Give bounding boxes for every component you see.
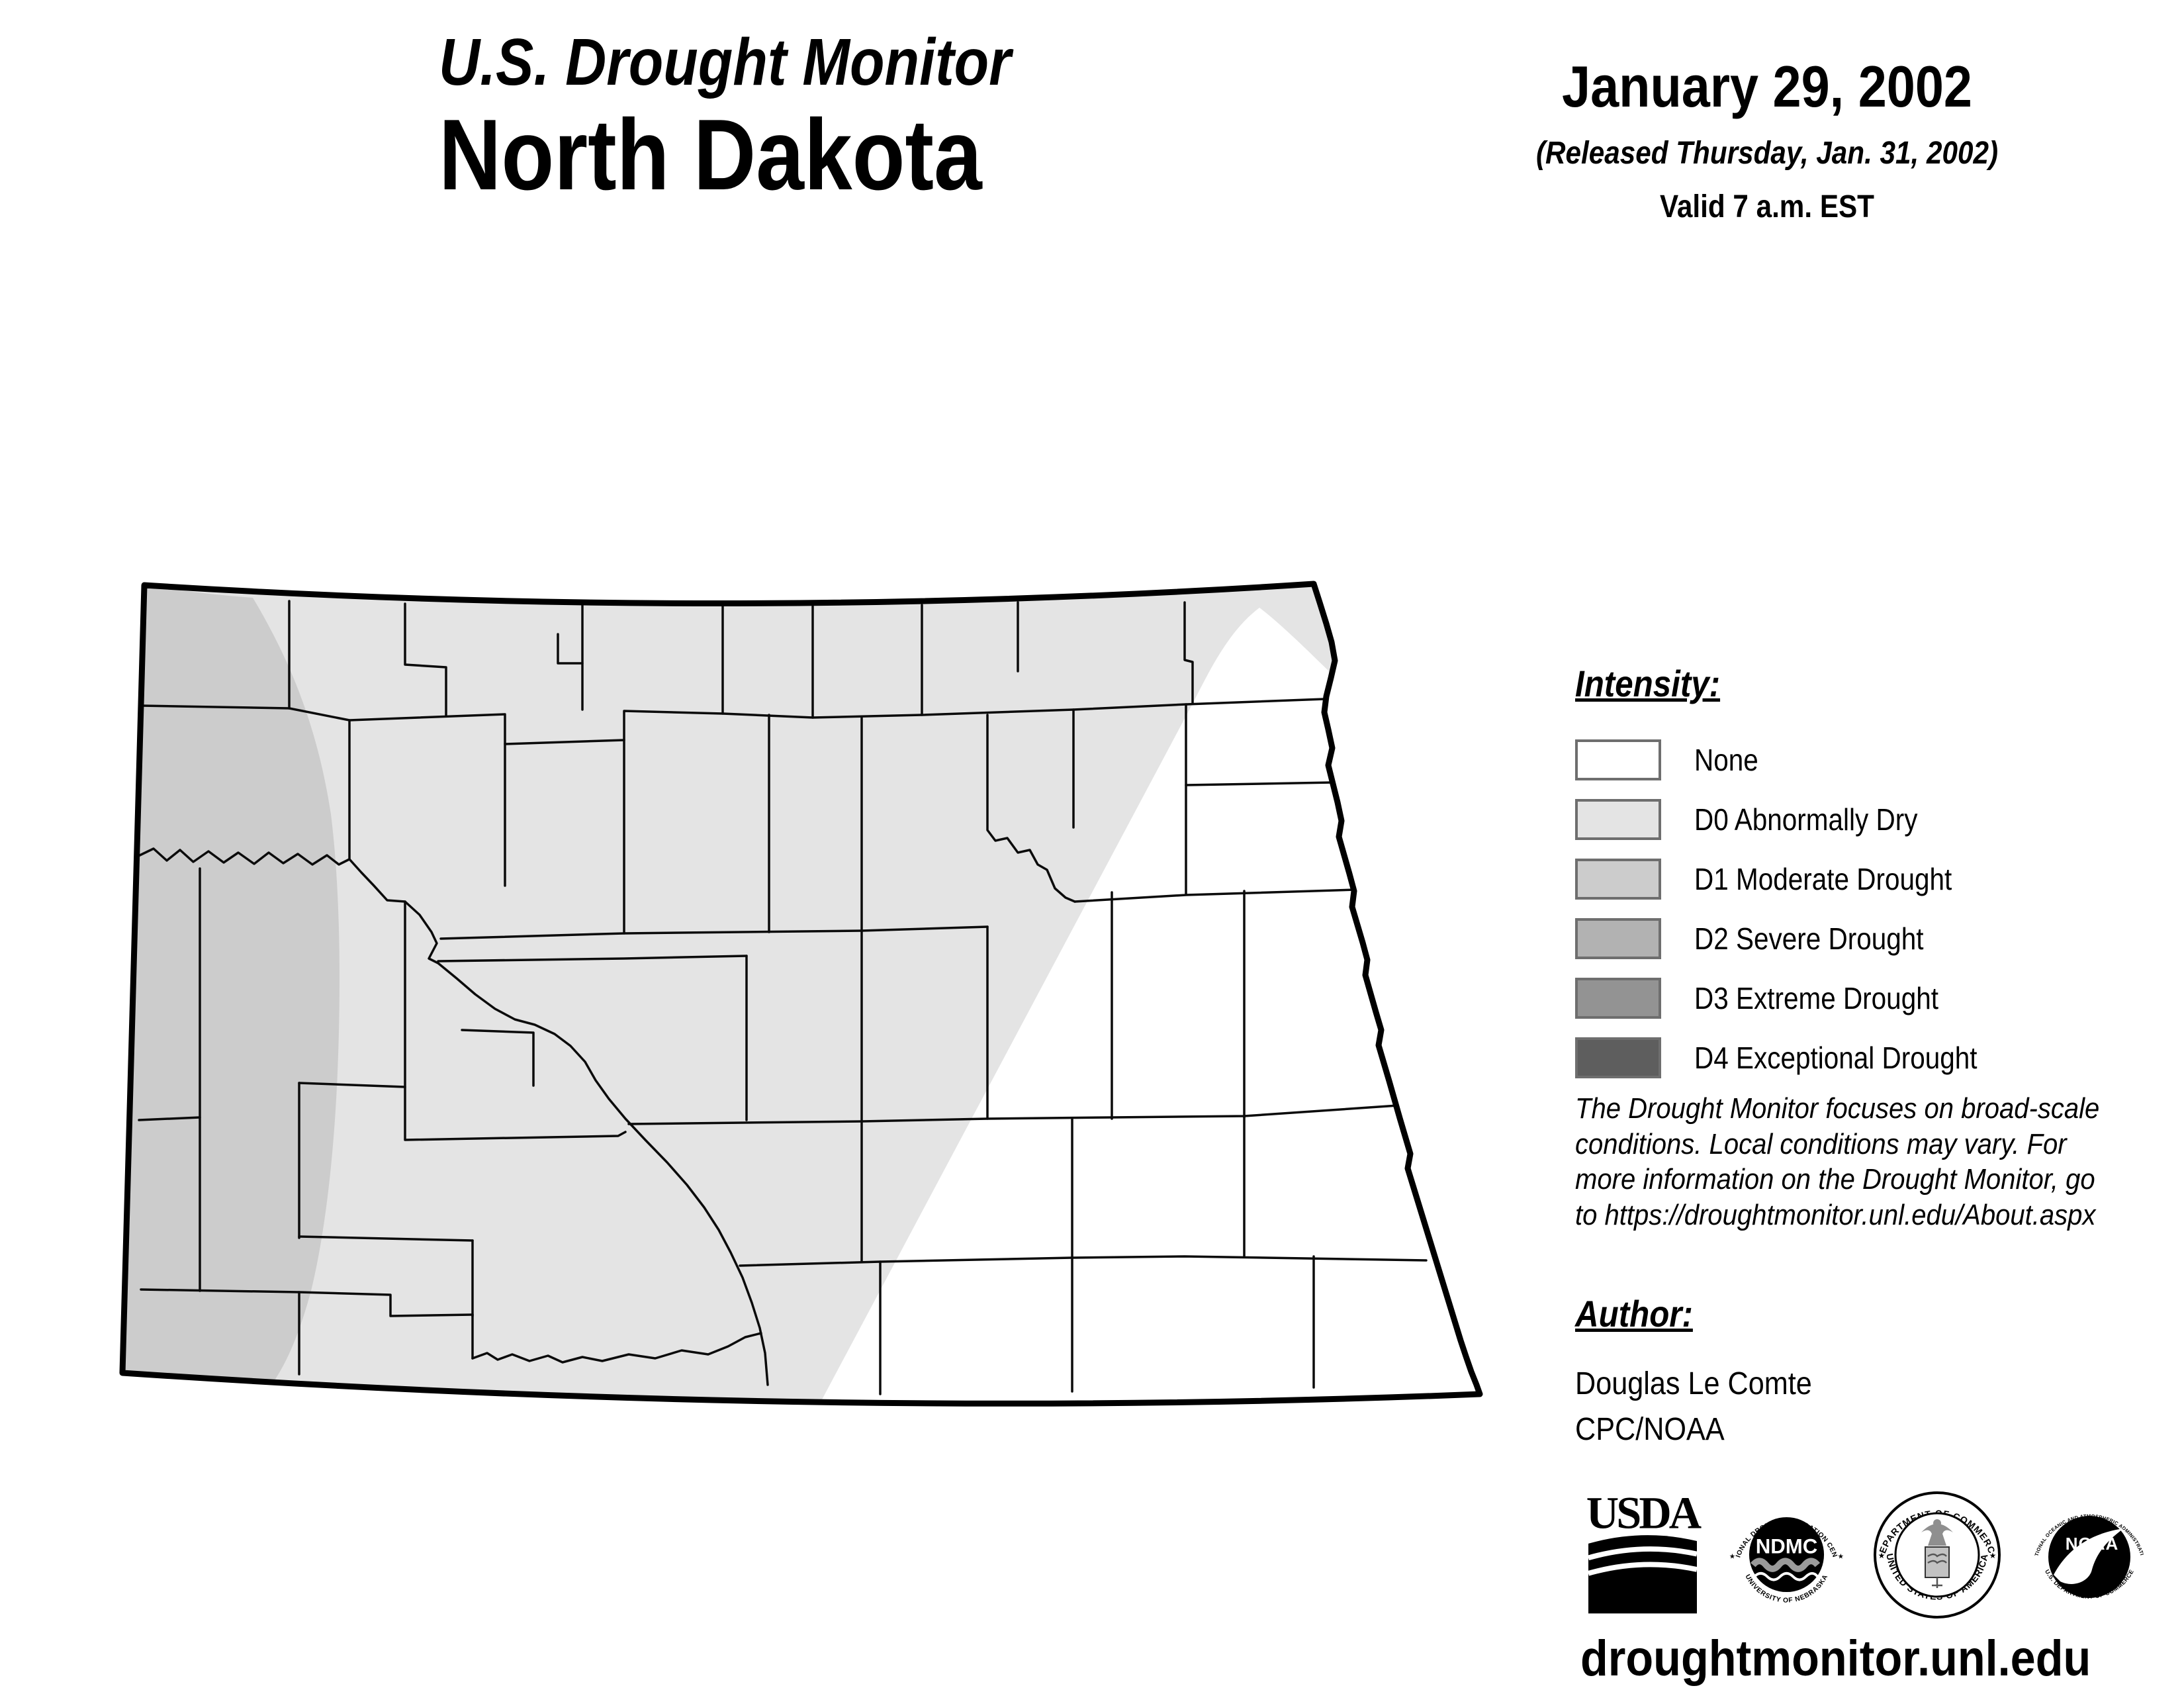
disclaimer-text: The Drought Monitor focuses on broad-sca… [1575, 1092, 2100, 1232]
author-heading: Author: [1575, 1293, 1693, 1335]
legend-swatch-d3 [1575, 978, 1661, 1019]
north-dakota-drought-map [119, 581, 1483, 1407]
release-date: (Released Thursday, Jan. 31, 2002) [1535, 136, 1999, 171]
legend-swatch-none [1575, 739, 1661, 780]
map-date: January 29, 2002 [1562, 54, 1972, 119]
valid-time: Valid 7 a.m. EST [1660, 189, 1874, 224]
legend-label: D4 Exceptional Drought [1694, 1041, 1978, 1075]
state-border [119, 581, 1483, 1407]
noaa-logo: NATIONAL OCEANIC AND ATMOSPHERIC ADMINIS… [2023, 1489, 2145, 1600]
ndmc-logo: NATIONAL DROUGHT MITIGATION CENTER UNIVE… [1722, 1490, 1844, 1605]
commerce-seal: DEPARTMENT OF COMMERCE UNITED STATES OF … [1871, 1489, 2001, 1618]
title-block: U.S. Drought Monitor North Dakota [439, 25, 1011, 211]
legend-swatch-d4 [1575, 1037, 1661, 1078]
footer-url: droughtmonitor.unl.edu [1580, 1630, 2091, 1687]
legend-label: D1 Moderate Drought [1694, 862, 1952, 896]
ndmc-text: NDMC [1756, 1535, 1818, 1558]
missouri-river-boundary [134, 847, 769, 1386]
legend-item-none: None [1575, 739, 2016, 780]
legend-item-d3: D3 Extreme Drought [1575, 978, 2016, 1019]
legend-label: D0 Abnormally Dry [1694, 802, 1918, 837]
legend-swatch-d2 [1575, 918, 1661, 959]
legend-label: D3 Extreme Drought [1694, 981, 1938, 1015]
county-boundaries [134, 600, 1428, 1395]
usda-logo: USDA [1586, 1487, 1702, 1614]
state-name: North Dakota [439, 99, 982, 211]
noaa-text: NOAA [2066, 1534, 2119, 1554]
cedar-river-boundary [471, 1332, 762, 1364]
region-none [821, 608, 1480, 1404]
svg-text:★: ★ [1729, 1552, 1736, 1560]
region-d1-moderate-drought [122, 585, 340, 1380]
legend-swatch-d0 [1575, 799, 1661, 840]
legend-swatch-d1 [1575, 859, 1661, 900]
usda-text: USDA [1586, 1487, 1702, 1538]
eagle-icon [1921, 1523, 1953, 1546]
svg-text:★: ★ [1838, 1552, 1844, 1560]
intensity-legend: Intensity: None D0 Abnormally Dry D1 Mod… [1575, 662, 2016, 1097]
author-org: CPC/NOAA [1575, 1412, 1725, 1447]
seagull-icon [2054, 1528, 2124, 1584]
report-title: U.S. Drought Monitor [439, 25, 1011, 99]
legend-heading: Intensity: [1575, 663, 1721, 704]
legend-item-d0: D0 Abnormally Dry [1575, 799, 2016, 840]
legend-item-d4: D4 Exceptional Drought [1575, 1037, 2016, 1078]
svg-text:★: ★ [1878, 1551, 1886, 1560]
author-block: Author: Douglas Le Comte CPC/NOAA [1575, 1292, 1839, 1448]
date-block: January 29, 2002 (Released Thursday, Jan… [1476, 53, 2058, 225]
agency-logos: USDA NATIONAL DROUGHT MITIGATION CENTER … [1583, 1487, 2156, 1622]
legend-item-d1: D1 Moderate Drought [1575, 859, 2016, 900]
legend-item-d2: D2 Severe Drought [1575, 918, 2016, 959]
legend-label: None [1694, 743, 1758, 777]
svg-text:★: ★ [1989, 1551, 1997, 1560]
author-name: Douglas Le Comte [1575, 1366, 1812, 1401]
legend-label: D2 Severe Drought [1694, 921, 1924, 956]
